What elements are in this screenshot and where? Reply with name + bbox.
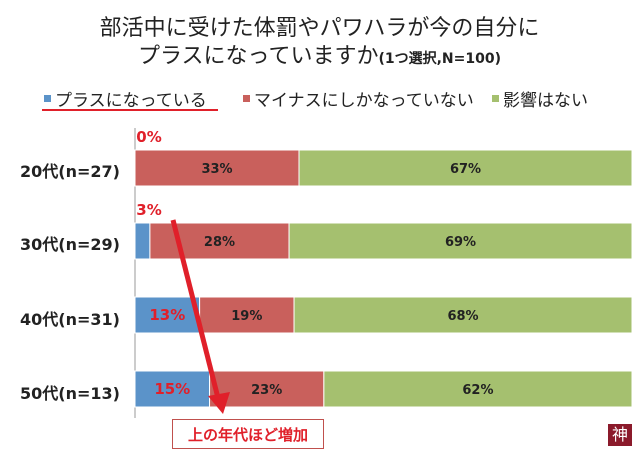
bar-segment [298,149,633,187]
bar-segment [288,222,633,260]
data-label: 3% [136,201,161,219]
bar-segment [134,296,201,334]
trend-arrow-head [208,392,230,414]
data-label: 33% [201,162,232,177]
legend-label: プラスになっている [55,91,207,111]
annotation-box: 上の年代ほど増加 [172,419,324,449]
bar-segment [134,370,211,408]
bar-segment [134,149,300,187]
bar-segment [293,296,633,334]
legend-swatch [243,95,250,102]
category-label: 20代(n=27) [20,162,120,181]
data-label: 68% [447,309,478,324]
data-label: 0% [136,128,161,146]
trend-arrow-shaft [170,219,221,399]
data-label: 67% [450,162,481,177]
chart-title-line1: 部活中に受けた体罰やパワハラが今の自分に [99,16,540,41]
category-label: 40代(n=31) [20,310,120,329]
data-label: 13% [149,306,185,324]
legend-swatch [492,95,499,102]
chart-title-main: プラスになっていますか [138,44,379,69]
data-label: 62% [462,383,493,398]
legend-item-plus: プラスになっている [44,86,207,111]
legend-highlight-underline [42,109,218,111]
category-label: 50代(n=13) [20,384,120,403]
bar-segment [323,370,633,408]
data-label: 28% [204,235,235,250]
data-label: 15% [154,380,190,398]
bar-segment [134,222,151,260]
legend-swatch [44,95,51,102]
legend-item-none: 影響はない [492,86,588,111]
logo: 神 [608,424,632,446]
category-label: 30代(n=29) [20,235,120,254]
legend-label: 影響はない [503,91,588,111]
chart-title-line2: プラスになっていますか(1つ選択,N=100) [0,38,639,70]
legend-item-minus: マイナスにしかなっていない [243,86,474,111]
data-label: 23% [251,383,282,398]
bar-segment [209,370,325,408]
data-label: 19% [231,309,262,324]
legend-label: マイナスにしかなっていない [254,91,474,111]
data-label: 69% [445,235,476,250]
chart-title-note: (1つ選択,N=100) [378,51,501,67]
